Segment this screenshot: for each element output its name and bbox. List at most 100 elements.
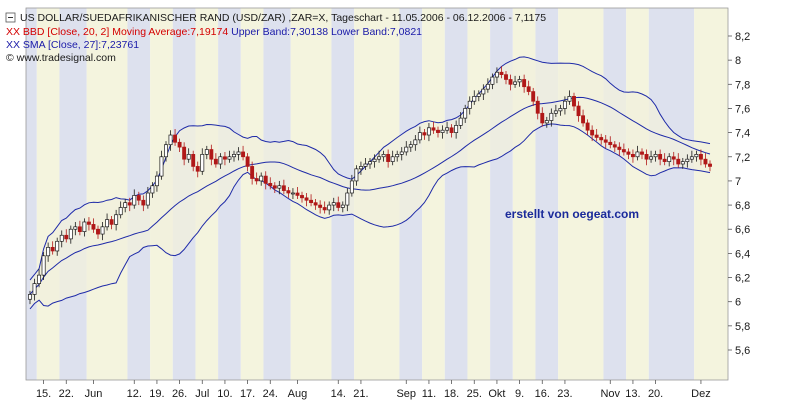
candle-body	[358, 166, 363, 170]
candle	[467, 96, 472, 115]
candle	[635, 145, 640, 161]
candles	[28, 66, 712, 305]
candle	[617, 142, 622, 156]
candle	[526, 80, 531, 96]
candle-body	[581, 115, 586, 124]
candle-body	[159, 156, 164, 177]
y-tick-label: 6,2	[735, 273, 750, 285]
axes: 5,6 5,8 6 6,2 6,4 6,6 6,8 7 7,2 7,4 7,6 7,8 8 8,2 15. 2…	[25, 7, 750, 400]
candle-body	[327, 204, 332, 211]
candle	[445, 121, 450, 134]
candle-body	[236, 151, 241, 155]
candle-body	[123, 202, 128, 208]
y-tick-label: 8,2	[735, 31, 750, 43]
candle	[517, 75, 522, 87]
candle	[127, 197, 132, 212]
candle	[504, 71, 508, 85]
candle-body	[222, 156, 227, 160]
candle	[499, 66, 504, 79]
candle	[318, 200, 323, 214]
candle-body	[649, 156, 654, 160]
x-tick-label: Sep	[396, 388, 416, 400]
candle	[422, 128, 427, 140]
y-tick-label: 8	[735, 55, 741, 67]
candle	[295, 186, 300, 200]
candle-body	[390, 156, 395, 162]
candle	[485, 78, 490, 93]
candle-body	[86, 221, 91, 225]
candle	[245, 153, 250, 172]
candle	[612, 141, 617, 152]
candle	[209, 144, 214, 166]
x-tick-label: Dez	[691, 388, 711, 400]
candle	[454, 120, 459, 139]
candle-body	[522, 79, 527, 88]
candle	[91, 218, 96, 233]
candle-body	[136, 195, 141, 201]
date-stripe	[603, 8, 627, 380]
candle-body	[41, 255, 46, 276]
candle-body	[168, 134, 173, 146]
candle-body	[472, 96, 477, 102]
candle	[254, 172, 259, 185]
date-stripe	[86, 8, 128, 380]
candle-body	[612, 144, 617, 148]
candle	[68, 225, 73, 244]
candle-body	[318, 204, 323, 208]
plot-frame	[25, 7, 729, 381]
candle	[458, 112, 463, 129]
candle-body	[195, 166, 200, 172]
candle-body	[626, 151, 631, 155]
candle	[649, 150, 654, 163]
candle-body	[218, 156, 223, 165]
candle-body	[698, 154, 703, 160]
date-stripe	[648, 8, 695, 380]
candle	[195, 161, 200, 178]
candle	[513, 75, 518, 88]
candle-body	[91, 224, 96, 230]
candle-body	[32, 283, 37, 295]
candle-body	[658, 154, 663, 160]
band-area	[30, 56, 710, 309]
candle-body	[304, 197, 309, 201]
candle	[363, 157, 368, 171]
candle-body	[708, 163, 712, 167]
candle	[676, 153, 681, 168]
candle	[544, 116, 549, 128]
date-stripe	[694, 8, 728, 380]
candle-body	[440, 129, 445, 133]
candle	[232, 150, 236, 162]
candle	[164, 141, 168, 162]
candle-body	[250, 166, 255, 179]
candle-body	[572, 96, 576, 107]
candle-body	[340, 204, 345, 208]
candle	[200, 148, 205, 175]
candle	[241, 145, 246, 161]
candle-body	[290, 192, 295, 195]
candle-body	[177, 141, 182, 148]
x-tick-label: 26.	[172, 388, 187, 400]
candle-body	[558, 108, 563, 112]
candle	[123, 199, 128, 213]
candle	[395, 150, 400, 162]
candle-body	[354, 168, 359, 182]
candle	[268, 177, 273, 190]
candle	[309, 194, 314, 207]
candle	[585, 119, 590, 136]
candle	[476, 90, 481, 102]
candle	[426, 122, 431, 142]
x-tick-label: 10.	[217, 388, 232, 400]
candle	[535, 96, 540, 120]
candle-body	[386, 154, 391, 162]
candle-body	[590, 129, 595, 136]
candle	[177, 138, 182, 152]
candle-body	[200, 154, 205, 172]
bollinger-lower-label: Lower Band:7,0821	[328, 26, 422, 38]
candle-body	[494, 71, 499, 78]
candle-body	[694, 154, 699, 158]
candle-body	[368, 161, 372, 165]
candle	[689, 150, 694, 163]
candle-body	[426, 127, 431, 136]
candle-body	[553, 110, 558, 114]
candle-body	[268, 182, 273, 187]
